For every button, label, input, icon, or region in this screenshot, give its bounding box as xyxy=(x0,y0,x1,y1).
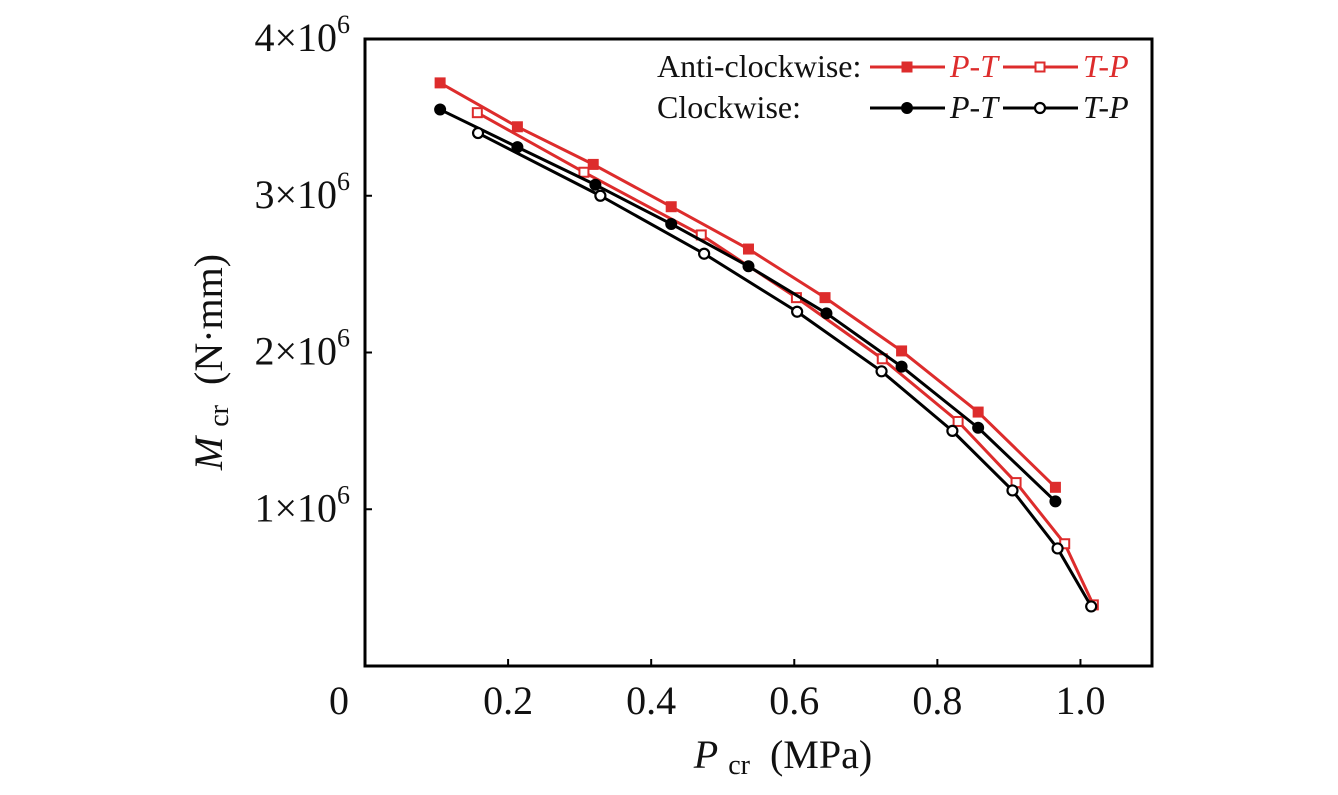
x-tick-label: 0.4 xyxy=(626,678,676,723)
legend: Anti-clockwise: P-T T-P Clockwise: P-T T-P xyxy=(657,48,1129,125)
data-point xyxy=(972,406,984,418)
data-point xyxy=(511,121,523,133)
y-tick-label-base: 4×10 xyxy=(254,15,337,60)
y-tick-label: 2×106 xyxy=(254,324,350,374)
data-point xyxy=(434,77,446,89)
legend-marker xyxy=(1034,61,1046,73)
data-point xyxy=(1051,542,1064,555)
x-axis-label-unit: (MPa) xyxy=(770,732,872,777)
series-clockwise-t-p xyxy=(471,126,1098,613)
y-tick-label-exponent: 6 xyxy=(337,10,350,39)
series-clockwise-p-t xyxy=(434,103,1062,508)
y-tick-label-base: 2×10 xyxy=(254,329,337,374)
data-point xyxy=(587,158,599,170)
y-tick-label: 3×106 xyxy=(254,167,350,217)
y-tick-label-base: 3×10 xyxy=(254,172,337,217)
data-point xyxy=(875,365,888,378)
data-point xyxy=(1006,484,1019,497)
y-tick-label-exponent: 6 xyxy=(337,167,350,196)
y-tick-label-exponent: 6 xyxy=(337,324,350,353)
data-point xyxy=(589,178,602,191)
legend-label: T-P xyxy=(1083,89,1129,125)
data-point xyxy=(665,217,678,230)
legend-entry: P-T xyxy=(870,89,1000,125)
data-point xyxy=(665,201,677,213)
legend-label: T-P xyxy=(1083,48,1129,84)
data-point xyxy=(471,126,485,140)
data-point xyxy=(1085,600,1098,613)
data-point xyxy=(946,424,959,437)
data-point xyxy=(742,243,754,255)
data-point xyxy=(434,103,447,116)
data-point xyxy=(471,107,483,119)
legend-group-label: Anti-clockwise: xyxy=(657,48,861,84)
legend-group-label: Clockwise: xyxy=(657,89,801,125)
legend-label: P-T xyxy=(949,89,1000,125)
data-point xyxy=(742,260,755,273)
data-point xyxy=(698,247,711,260)
legend-entry: T-P xyxy=(1003,89,1129,125)
y-tick-label: 4×106 xyxy=(254,10,350,60)
data-point xyxy=(594,189,607,202)
series-line xyxy=(476,111,1095,606)
series-anti-clockwise-t-p xyxy=(471,107,1099,611)
data-point xyxy=(972,421,985,434)
y-axis-label-subscript: cr xyxy=(204,404,235,426)
legend-marker xyxy=(901,61,913,73)
y-axis-label: M cr (N·mm) xyxy=(186,254,237,471)
legend-entry: T-P xyxy=(1003,48,1129,84)
x-tick-label: 0.6 xyxy=(769,678,819,723)
x-axis-label-main: P xyxy=(693,732,718,777)
y-tick-label-exponent: 6 xyxy=(337,480,350,509)
y-axis-label-unit: (N·mm) xyxy=(186,254,231,385)
data-point xyxy=(819,292,831,304)
y-tick-label: 1×106 xyxy=(254,480,350,530)
x-axis-label-subscript: cr xyxy=(728,750,750,781)
series-anti-clockwise-p-t xyxy=(434,77,1061,493)
data-point xyxy=(1049,495,1062,508)
data-point xyxy=(895,360,908,373)
plot-marks xyxy=(434,77,1099,613)
x-tick-label: 0.2 xyxy=(483,678,533,723)
legend-label: P-T xyxy=(949,48,1000,84)
data-point xyxy=(952,415,964,427)
origin-label: 0 xyxy=(329,678,349,723)
legend-marker xyxy=(1033,101,1047,115)
data-point xyxy=(1049,481,1061,493)
data-point xyxy=(820,307,833,320)
data-point xyxy=(791,305,804,318)
y-tick-label-base: 1×10 xyxy=(254,485,337,530)
x-tick-label: 1.0 xyxy=(1055,678,1105,723)
x-tick-label: 0.8 xyxy=(912,678,962,723)
legend-entry: P-T xyxy=(870,48,1000,84)
y-axis-label-main: M xyxy=(186,434,231,471)
series-line xyxy=(477,131,1093,608)
legend-marker xyxy=(901,102,913,114)
data-point xyxy=(578,166,590,178)
x-axis-label: P cr (MPa) xyxy=(693,732,872,783)
data-point xyxy=(896,345,908,357)
